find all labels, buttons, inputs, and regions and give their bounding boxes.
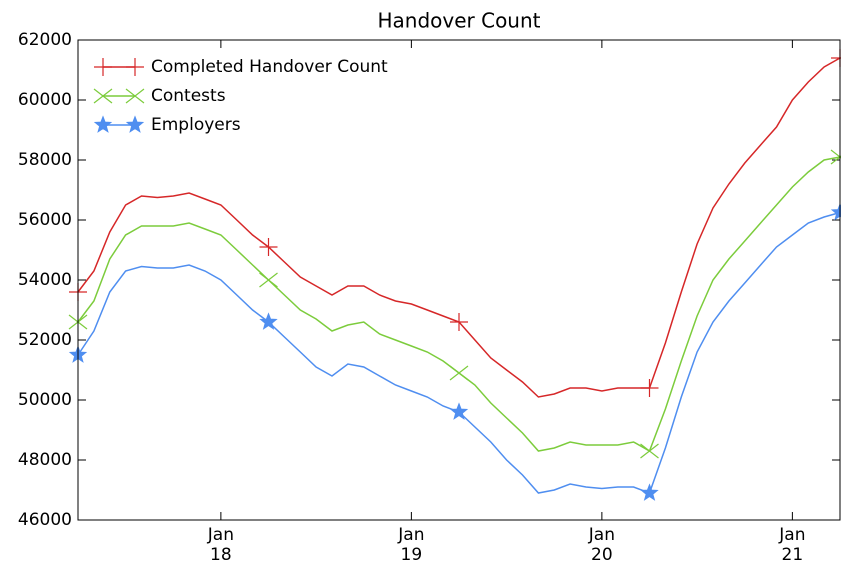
legend-marker <box>94 58 112 76</box>
legend-marker <box>93 115 113 133</box>
y-tick-label: 58000 <box>18 150 72 170</box>
data-point <box>640 379 659 397</box>
y-tick-label: 62000 <box>18 30 72 50</box>
y-tick-label: 50000 <box>18 390 72 410</box>
plot-frame <box>77 39 841 521</box>
y-tick-label: 52000 <box>18 330 72 350</box>
legend-marker <box>126 58 144 76</box>
y-tick-label: 48000 <box>18 450 72 470</box>
data-point <box>259 238 278 256</box>
y-tick-label: 56000 <box>18 210 72 230</box>
series-line <box>77 57 841 398</box>
chart-title: Handover Count <box>377 9 540 33</box>
x-tick-label: Jan 19 <box>398 525 425 563</box>
data-point <box>259 312 278 330</box>
data-point <box>640 443 659 459</box>
data-point <box>640 483 659 501</box>
legend-label: Completed Handover Count <box>151 57 388 77</box>
x-tick-label: Jan 20 <box>588 525 615 563</box>
data-point <box>449 402 469 420</box>
x-tick-label: Jan 18 <box>207 525 234 563</box>
y-tick-label: 46000 <box>18 510 72 530</box>
legend-label: Contests <box>151 86 226 106</box>
data-point <box>449 365 469 381</box>
y-tick-label: 54000 <box>18 270 72 290</box>
legend-marker <box>125 88 145 104</box>
y-tick-label: 60000 <box>18 90 72 110</box>
legend-label: Employers <box>151 115 241 135</box>
legend-marker <box>125 115 145 133</box>
data-point <box>259 272 278 288</box>
x-tick-label: Jan 21 <box>779 525 806 563</box>
legend-marker <box>93 88 113 104</box>
data-point <box>450 313 468 331</box>
series-line <box>77 211 841 494</box>
